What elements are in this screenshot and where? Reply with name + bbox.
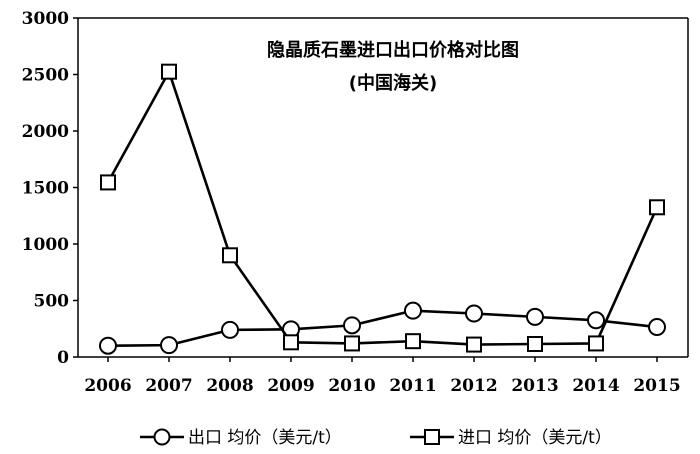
legend-square-marker — [424, 429, 440, 445]
x-tick-label: 2012 — [450, 376, 497, 396]
data-point — [649, 199, 665, 216]
data-point — [283, 334, 299, 351]
series-group — [99, 63, 666, 355]
y-tick-label: 1500 — [22, 179, 69, 199]
data-point — [466, 336, 482, 353]
data-point — [99, 336, 117, 355]
y-axis-ticks: 0 500 1000 1500 2000 2500 3000 — [22, 9, 78, 368]
data-point — [343, 316, 361, 335]
x-axis-ticks: 2006 2007 2008 2009 2010 2011 2012 2013 2014 2015 — [84, 357, 681, 396]
x-tick-label: 2006 — [84, 376, 131, 396]
data-point — [588, 335, 604, 352]
data-point — [527, 336, 543, 353]
x-tick-label: 2014 — [572, 376, 619, 396]
x-tick-label: 2007 — [145, 376, 192, 396]
data-point — [587, 311, 605, 330]
data-point — [526, 307, 544, 326]
data-point — [404, 301, 422, 320]
legend-item-1: 出口 均价（美元/t） — [140, 428, 342, 448]
y-tick-label: 0 — [57, 348, 69, 368]
data-point — [221, 320, 239, 339]
legend: 出口 均价（美元/t） 进口 均价（美元/t） — [140, 428, 612, 448]
x-tick-label: 2011 — [389, 376, 436, 396]
x-tick-label: 2015 — [633, 376, 680, 396]
chart-title: 隐晶质石墨进口出口价格对比图 — [267, 39, 519, 61]
legend-item-2: 进口 均价（美元/t） — [410, 428, 612, 448]
legend-label: 出口 均价（美元/t） — [188, 428, 342, 448]
x-tick-label: 2010 — [328, 376, 375, 396]
y-tick-label: 2500 — [22, 66, 69, 86]
series-line — [107, 309, 658, 347]
series-1 — [99, 301, 666, 355]
legend-circle-marker — [153, 428, 171, 446]
data-point — [344, 335, 360, 352]
data-point — [161, 63, 177, 80]
data-point — [222, 247, 238, 264]
data-point — [405, 333, 421, 350]
x-tick-label: 2013 — [511, 376, 558, 396]
y-tick-label: 1000 — [22, 235, 69, 255]
x-tick-label: 2008 — [206, 376, 253, 396]
data-point — [648, 318, 666, 337]
y-tick-label: 2000 — [22, 122, 69, 142]
x-tick-label: 2009 — [267, 376, 314, 396]
series-2 — [100, 63, 665, 353]
y-tick-label: 500 — [34, 292, 70, 312]
y-tick-label: 3000 — [22, 9, 69, 29]
series-line — [106, 70, 659, 346]
legend-label: 进口 均价（美元/t） — [458, 428, 612, 448]
chart-subtitle: (中国海关) — [349, 72, 437, 94]
data-point — [100, 174, 116, 191]
data-point — [465, 304, 483, 323]
data-point — [160, 336, 178, 355]
